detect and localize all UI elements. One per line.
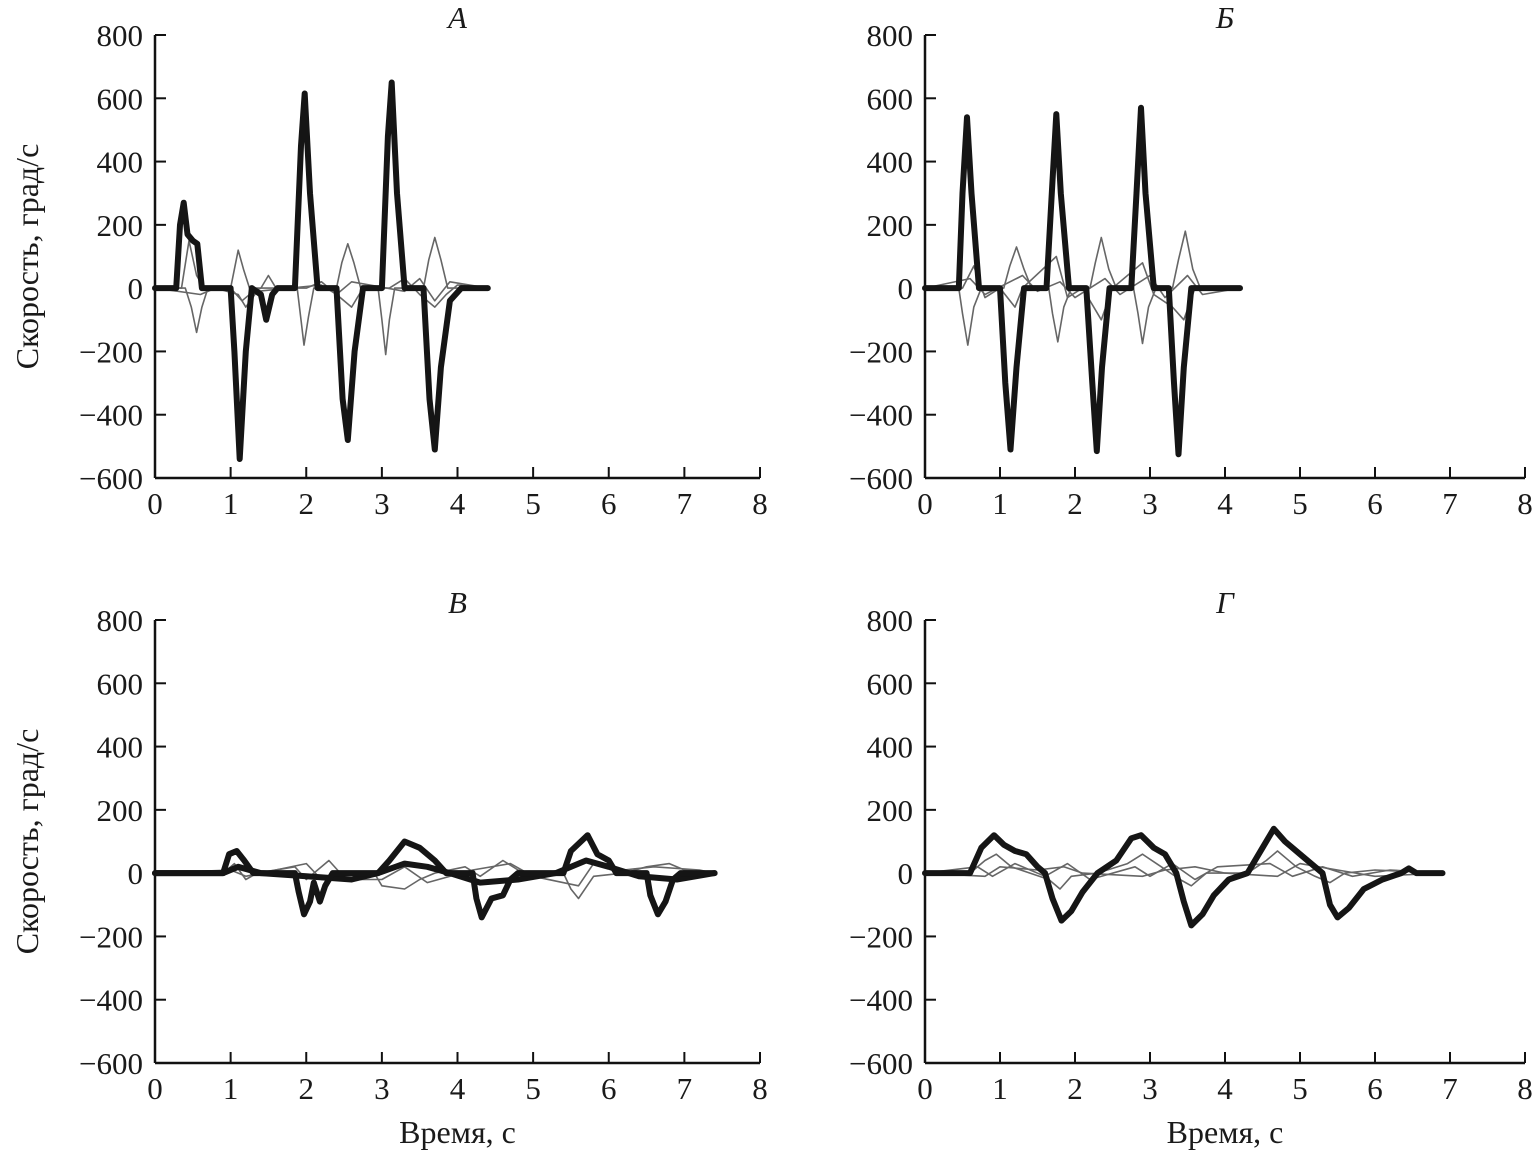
panel-title: В bbox=[448, 585, 467, 620]
y-tick-label: 400 bbox=[97, 730, 144, 765]
x-tick-label: 7 bbox=[1442, 1071, 1458, 1106]
series-line-thin-3 bbox=[924, 274, 1241, 299]
series-line-thick bbox=[922, 825, 1446, 929]
y-tick-label: 800 bbox=[867, 603, 914, 638]
x-tick-label: 4 bbox=[450, 486, 466, 521]
y-tick-label: −600 bbox=[849, 1046, 913, 1081]
panel-title: Г bbox=[1215, 585, 1235, 620]
y-tick-label: 600 bbox=[97, 81, 144, 116]
y-tick-label: 400 bbox=[867, 730, 914, 765]
series-line-thick bbox=[152, 79, 491, 462]
x-tick-label: 4 bbox=[1217, 1071, 1233, 1106]
y-tick-label: −200 bbox=[849, 919, 913, 954]
x-tick-label: 3 bbox=[1142, 486, 1158, 521]
x-tick-label: 8 bbox=[1517, 1071, 1533, 1106]
x-tick-label: 0 bbox=[147, 486, 163, 521]
series-line-thick bbox=[922, 104, 1243, 458]
x-tick-label: 1 bbox=[223, 486, 239, 521]
y-tick-label: −600 bbox=[79, 461, 143, 496]
x-tick-label: 5 bbox=[1292, 1071, 1308, 1106]
x-tick-label: 0 bbox=[917, 1071, 933, 1106]
x-tick-label: 8 bbox=[752, 1071, 768, 1106]
y-tick-label: 400 bbox=[97, 145, 144, 180]
x-tick-label: 3 bbox=[374, 1071, 390, 1106]
y-tick-label: 200 bbox=[867, 793, 914, 828]
y-tick-label: 0 bbox=[898, 271, 914, 306]
x-tick-label: 5 bbox=[525, 1071, 541, 1106]
x-tick-label: 2 bbox=[299, 1071, 315, 1106]
y-tick-label: 200 bbox=[97, 793, 144, 828]
y-tick-label: −400 bbox=[849, 398, 913, 433]
y-tick-label: 200 bbox=[867, 208, 914, 243]
x-tick-label: 7 bbox=[677, 1071, 693, 1106]
y-tick-label: −600 bbox=[849, 461, 913, 496]
y-tick-label: 200 bbox=[97, 208, 144, 243]
y-tick-label: −600 bbox=[79, 1046, 143, 1081]
x-axis-label: Время, с bbox=[399, 1114, 516, 1150]
x-tick-label: 6 bbox=[1367, 1071, 1383, 1106]
y-tick-label: 600 bbox=[867, 666, 914, 701]
x-tick-label: 6 bbox=[601, 1071, 617, 1106]
x-tick-label: 8 bbox=[1517, 486, 1533, 521]
x-tick-label: 2 bbox=[1067, 1071, 1083, 1106]
y-tick-label: 600 bbox=[867, 81, 914, 116]
x-tick-label: 1 bbox=[992, 486, 1008, 521]
y-tick-label: −200 bbox=[79, 919, 143, 954]
y-tick-label: 600 bbox=[97, 666, 144, 701]
series-line-thin-2 bbox=[154, 862, 716, 887]
y-tick-label: −400 bbox=[849, 983, 913, 1018]
y-axis-label: Скорость, град/с bbox=[9, 144, 45, 370]
x-tick-label: 8 bbox=[752, 486, 768, 521]
x-tick-label: 1 bbox=[223, 1071, 239, 1106]
x-tick-label: 6 bbox=[601, 486, 617, 521]
y-axis-label: Скорость, град/с bbox=[9, 729, 45, 955]
series-line-thick-1 bbox=[152, 832, 718, 921]
y-tick-label: 800 bbox=[97, 18, 144, 53]
x-tick-label: 0 bbox=[147, 1071, 163, 1106]
x-tick-label: 3 bbox=[1142, 1071, 1158, 1106]
x-tick-label: 1 bbox=[992, 1071, 1008, 1106]
x-tick-label: 0 bbox=[917, 486, 933, 521]
x-tick-label: 4 bbox=[450, 1071, 466, 1106]
y-tick-label: 400 bbox=[867, 145, 914, 180]
x-tick-label: 7 bbox=[1442, 486, 1458, 521]
x-tick-label: 2 bbox=[299, 486, 315, 521]
y-tick-label: −400 bbox=[79, 398, 143, 433]
x-tick-label: 5 bbox=[1292, 486, 1308, 521]
y-tick-label: 0 bbox=[128, 856, 144, 891]
y-tick-label: −200 bbox=[849, 334, 913, 369]
x-tick-label: 5 bbox=[525, 486, 541, 521]
y-tick-label: 800 bbox=[867, 18, 914, 53]
series-line-thin-1 bbox=[924, 850, 1444, 890]
panel-title: Б bbox=[1215, 0, 1234, 35]
y-tick-label: 0 bbox=[898, 856, 914, 891]
x-tick-label: 3 bbox=[374, 486, 390, 521]
panel-title: А bbox=[446, 0, 468, 35]
x-tick-label: 4 bbox=[1217, 486, 1233, 521]
x-axis-label: Время, с bbox=[1167, 1114, 1284, 1150]
series-line-thin-3 bbox=[924, 862, 1444, 878]
y-tick-label: −400 bbox=[79, 983, 143, 1018]
y-tick-label: 800 bbox=[97, 603, 144, 638]
y-tick-label: −200 bbox=[79, 334, 143, 369]
x-tick-label: 7 bbox=[677, 486, 693, 521]
x-tick-label: 6 bbox=[1367, 486, 1383, 521]
x-tick-label: 2 bbox=[1067, 486, 1083, 521]
y-tick-label: 0 bbox=[128, 271, 144, 306]
